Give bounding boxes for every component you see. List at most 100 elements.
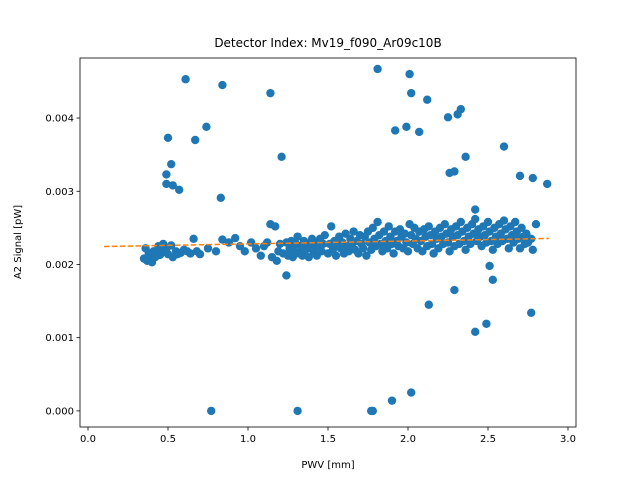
data-point — [531, 220, 541, 229]
x-axis-label: PWV [mm] — [301, 460, 354, 471]
data-point — [488, 275, 497, 285]
data-point — [211, 247, 221, 256]
x-tick-label: 0.0 — [80, 434, 96, 445]
data-point — [384, 222, 393, 231]
data-point — [271, 222, 280, 231]
data-point — [528, 173, 537, 183]
data-point — [251, 244, 261, 253]
data-point — [368, 223, 377, 233]
data-point — [272, 256, 281, 265]
y-tick-label: 0.002 — [45, 260, 74, 271]
x-tick-label: 1.5 — [320, 434, 336, 445]
data-point — [527, 308, 536, 317]
data-point — [162, 179, 171, 189]
data-point — [349, 227, 358, 236]
data-point — [482, 319, 491, 328]
fit-line — [103, 237, 549, 248]
data-point — [402, 122, 411, 132]
y-axis-label: A2 Signal [pW] — [13, 205, 24, 279]
data-point — [400, 229, 409, 238]
data-point — [167, 159, 176, 169]
data-point — [359, 244, 368, 253]
y-tick-label: 0.004 — [45, 114, 74, 125]
plot-frame — [79, 57, 577, 428]
data-point — [471, 214, 480, 224]
data-point — [203, 244, 213, 253]
data-point — [515, 171, 525, 181]
data-point — [181, 75, 190, 84]
data-point — [218, 235, 227, 244]
data-point — [195, 250, 205, 259]
data-point — [415, 127, 424, 137]
data-point — [218, 80, 227, 90]
data-point — [483, 217, 493, 227]
data-point — [450, 167, 459, 176]
data-point — [499, 142, 509, 151]
y-tick-label: 0.003 — [45, 187, 74, 198]
data-point — [423, 95, 432, 104]
y-tick-label: 0.000 — [45, 406, 74, 417]
data-point — [456, 217, 465, 227]
data-point — [440, 220, 449, 229]
data-point — [282, 271, 291, 280]
y-tick-label: 0.001 — [45, 333, 74, 344]
data-point — [407, 388, 416, 397]
x-tick-label: 2.0 — [400, 434, 416, 445]
data-point — [499, 216, 509, 225]
data-point — [389, 249, 398, 258]
data-point — [344, 247, 353, 256]
data-point — [387, 396, 397, 405]
data-point — [186, 249, 195, 258]
data-point — [485, 261, 494, 271]
data-point — [163, 133, 173, 142]
data-point — [471, 327, 480, 337]
data-point — [202, 122, 211, 132]
fit-layer — [103, 237, 549, 248]
data-point — [517, 223, 526, 233]
data-point — [191, 135, 200, 145]
data-point — [391, 126, 400, 135]
data-point — [362, 251, 371, 260]
data-point — [488, 245, 497, 255]
data-point — [256, 251, 265, 260]
data-point — [231, 233, 240, 243]
data-point — [403, 247, 413, 256]
data-point — [450, 285, 459, 295]
data-point — [466, 239, 475, 249]
data-point — [168, 181, 177, 190]
data-point — [443, 113, 453, 122]
data-point — [373, 64, 382, 74]
data-point — [293, 232, 302, 241]
data-point — [511, 217, 520, 227]
x-tick-label: 0.5 — [160, 434, 176, 445]
data-point — [331, 251, 341, 260]
data-point — [407, 88, 416, 98]
data-point — [320, 230, 329, 240]
data-point — [162, 170, 171, 179]
data-point — [424, 300, 433, 309]
data-point — [277, 152, 286, 162]
data-point — [456, 105, 465, 114]
data-point — [240, 247, 249, 256]
data-point — [461, 152, 470, 162]
data-point — [304, 252, 313, 262]
chart-title: Detector Index: Mv19_f090_Ar09c10B — [214, 36, 441, 50]
data-point — [504, 244, 513, 253]
data-point — [207, 406, 216, 416]
data-point — [528, 245, 537, 255]
data-point — [543, 179, 552, 189]
data-point — [216, 193, 225, 203]
data-point — [189, 234, 198, 244]
x-tick-label: 1.0 — [240, 434, 256, 445]
data-point — [175, 185, 184, 194]
x-tick-label: 3.0 — [560, 434, 576, 445]
data-point — [368, 406, 377, 416]
data-point — [293, 406, 302, 416]
points-layer — [139, 64, 552, 416]
data-point — [461, 245, 470, 255]
data-point — [405, 69, 414, 79]
data-point — [266, 88, 275, 98]
data-point — [263, 238, 272, 247]
data-point — [471, 205, 480, 214]
